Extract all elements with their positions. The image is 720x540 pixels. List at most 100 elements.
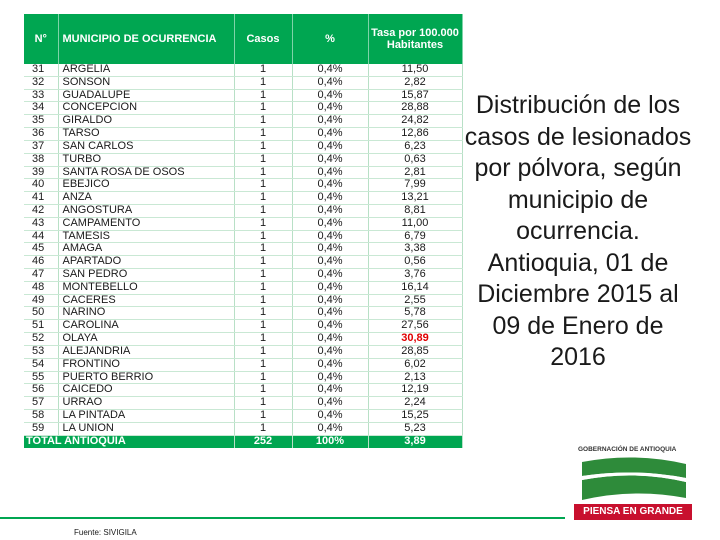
row-casos: 1 (234, 101, 293, 116)
row-municipio: CAICEDO (58, 383, 235, 398)
row-tasa: 8,81 (368, 204, 463, 218)
row-pct: 0,4% (292, 191, 369, 205)
row-num: 55 (24, 371, 59, 385)
row-pct: 0,4% (292, 409, 369, 423)
total-casos: 252 (234, 435, 293, 449)
row-pct: 0,4% (292, 332, 369, 346)
row-casos: 1 (234, 127, 293, 141)
row-num: 44 (24, 230, 59, 244)
row-municipio: TARSO (58, 127, 235, 141)
table-row: 47 SAN PEDRO 1 0,4% 3,76 (24, 268, 463, 282)
row-num: 37 (24, 140, 59, 154)
row-pct: 0,4% (292, 319, 369, 334)
row-pct: 0,4% (292, 422, 369, 436)
row-municipio: CACERES (58, 294, 235, 308)
total-label: TOTAL ANTIOQUIA (24, 435, 235, 449)
footer-divider (0, 517, 565, 519)
table-row: 43 CAMPAMENTO 1 0,4% 11,00 (24, 217, 463, 231)
row-municipio: SAN CARLOS (58, 140, 235, 154)
row-casos: 1 (234, 319, 293, 334)
row-num: 43 (24, 217, 59, 231)
row-municipio: SAN PEDRO (58, 268, 235, 282)
row-municipio: GUADALUPE (58, 89, 235, 103)
source-note: Fuente: SIVIGILA (74, 528, 137, 537)
row-pct: 0,4% (292, 294, 369, 308)
row-casos: 1 (234, 358, 293, 372)
table-row: 48 MONTEBELLO 1 0,4% 16,14 (24, 281, 463, 295)
row-pct: 0,4% (292, 358, 369, 372)
table-row: 32 SONSON 1 0,4% 2,82 (24, 76, 463, 90)
table-row: 39 SANTA ROSA DE OSOS 1 0,4% 2,81 (24, 166, 463, 180)
row-municipio: CAROLINA (58, 319, 235, 334)
row-tasa: 28,85 (368, 345, 463, 359)
row-num: 52 (24, 332, 59, 346)
total-tasa: 3,89 (368, 435, 463, 449)
row-pct: 0,4% (292, 281, 369, 295)
row-municipio: PUERTO BERRIO (58, 371, 235, 385)
header-num: N° (24, 14, 59, 64)
antioquia-flag-icon (578, 456, 690, 504)
row-num: 57 (24, 396, 59, 410)
row-casos: 1 (234, 178, 293, 193)
row-tasa: 6,79 (368, 230, 463, 244)
header-pct: % (292, 14, 369, 64)
row-num: 56 (24, 383, 59, 398)
table-row: 42 ANGOSTURA 1 0,4% 8,81 (24, 204, 463, 218)
row-tasa: 3,76 (368, 268, 463, 282)
row-pct: 0,4% (292, 153, 369, 167)
row-tasa: 16,14 (368, 281, 463, 295)
table-row: 59 LA UNION 1 0,4% 5,23 (24, 422, 463, 436)
row-pct: 0,4% (292, 140, 369, 154)
row-tasa: 2,82 (368, 76, 463, 90)
table-row: 52 OLAYA 1 0,4% 30,89 (24, 332, 463, 346)
row-num: 38 (24, 153, 59, 167)
row-tasa: 5,23 (368, 422, 463, 436)
row-pct: 0,4% (292, 306, 369, 321)
row-municipio: SANTA ROSA DE OSOS (58, 166, 235, 180)
row-pct: 0,4% (292, 76, 369, 90)
cases-table: N° MUNICIPIO DE OCURRENCIA Casos % Tasa … (24, 14, 463, 449)
row-pct: 0,4% (292, 89, 369, 103)
row-tasa: 15,25 (368, 409, 463, 423)
row-num: 42 (24, 204, 59, 218)
gobernacion-logo: GOBERNACIÓN DE ANTIOQUIA PIENSA EN GRAND… (570, 446, 692, 522)
row-casos: 1 (234, 371, 293, 385)
row-tasa: 11,50 (368, 64, 463, 77)
row-tasa: 0,56 (368, 255, 463, 269)
row-municipio: GIRALDO (58, 114, 235, 129)
row-casos: 1 (234, 422, 293, 436)
row-pct: 0,4% (292, 217, 369, 231)
row-municipio: OLAYA (58, 332, 235, 346)
row-casos: 1 (234, 114, 293, 129)
row-municipio: TURBO (58, 153, 235, 167)
row-num: 50 (24, 306, 59, 321)
table-row: 31 ARGELIA 1 0,4% 11,50 (24, 64, 463, 77)
table-row: 58 LA PINTADA 1 0,4% 15,25 (24, 409, 463, 423)
row-municipio: LA PINTADA (58, 409, 235, 423)
row-pct: 0,4% (292, 396, 369, 410)
row-casos: 1 (234, 294, 293, 308)
row-tasa: 28,88 (368, 101, 463, 116)
total-pct: 100% (292, 435, 369, 449)
row-municipio: SONSON (58, 76, 235, 90)
row-municipio: NARIÑO (58, 306, 235, 321)
row-tasa: 7,99 (368, 178, 463, 193)
table-row: 46 APARTADO 1 0,4% 0,56 (24, 255, 463, 269)
table-row: 50 NARIÑO 1 0,4% 5,78 (24, 306, 463, 321)
row-casos: 1 (234, 345, 293, 359)
row-casos: 1 (234, 383, 293, 398)
row-tasa: 12,19 (368, 383, 463, 398)
header-casos: Casos (234, 14, 293, 64)
table-row: 37 SAN CARLOS 1 0,4% 6,23 (24, 140, 463, 154)
row-municipio: ARGELIA (58, 64, 235, 77)
table-row: 38 TURBO 1 0,4% 0,63 (24, 153, 463, 167)
row-pct: 0,4% (292, 371, 369, 385)
row-municipio: EBEJICO (58, 178, 235, 193)
table-row: 45 AMAGA 1 0,4% 3,38 (24, 242, 463, 257)
row-num: 40 (24, 178, 59, 193)
row-municipio: CONCEPCION (58, 101, 235, 116)
table-row: 57 URRAO 1 0,4% 2,24 (24, 396, 463, 410)
row-pct: 0,4% (292, 255, 369, 269)
row-num: 49 (24, 294, 59, 308)
row-num: 47 (24, 268, 59, 282)
